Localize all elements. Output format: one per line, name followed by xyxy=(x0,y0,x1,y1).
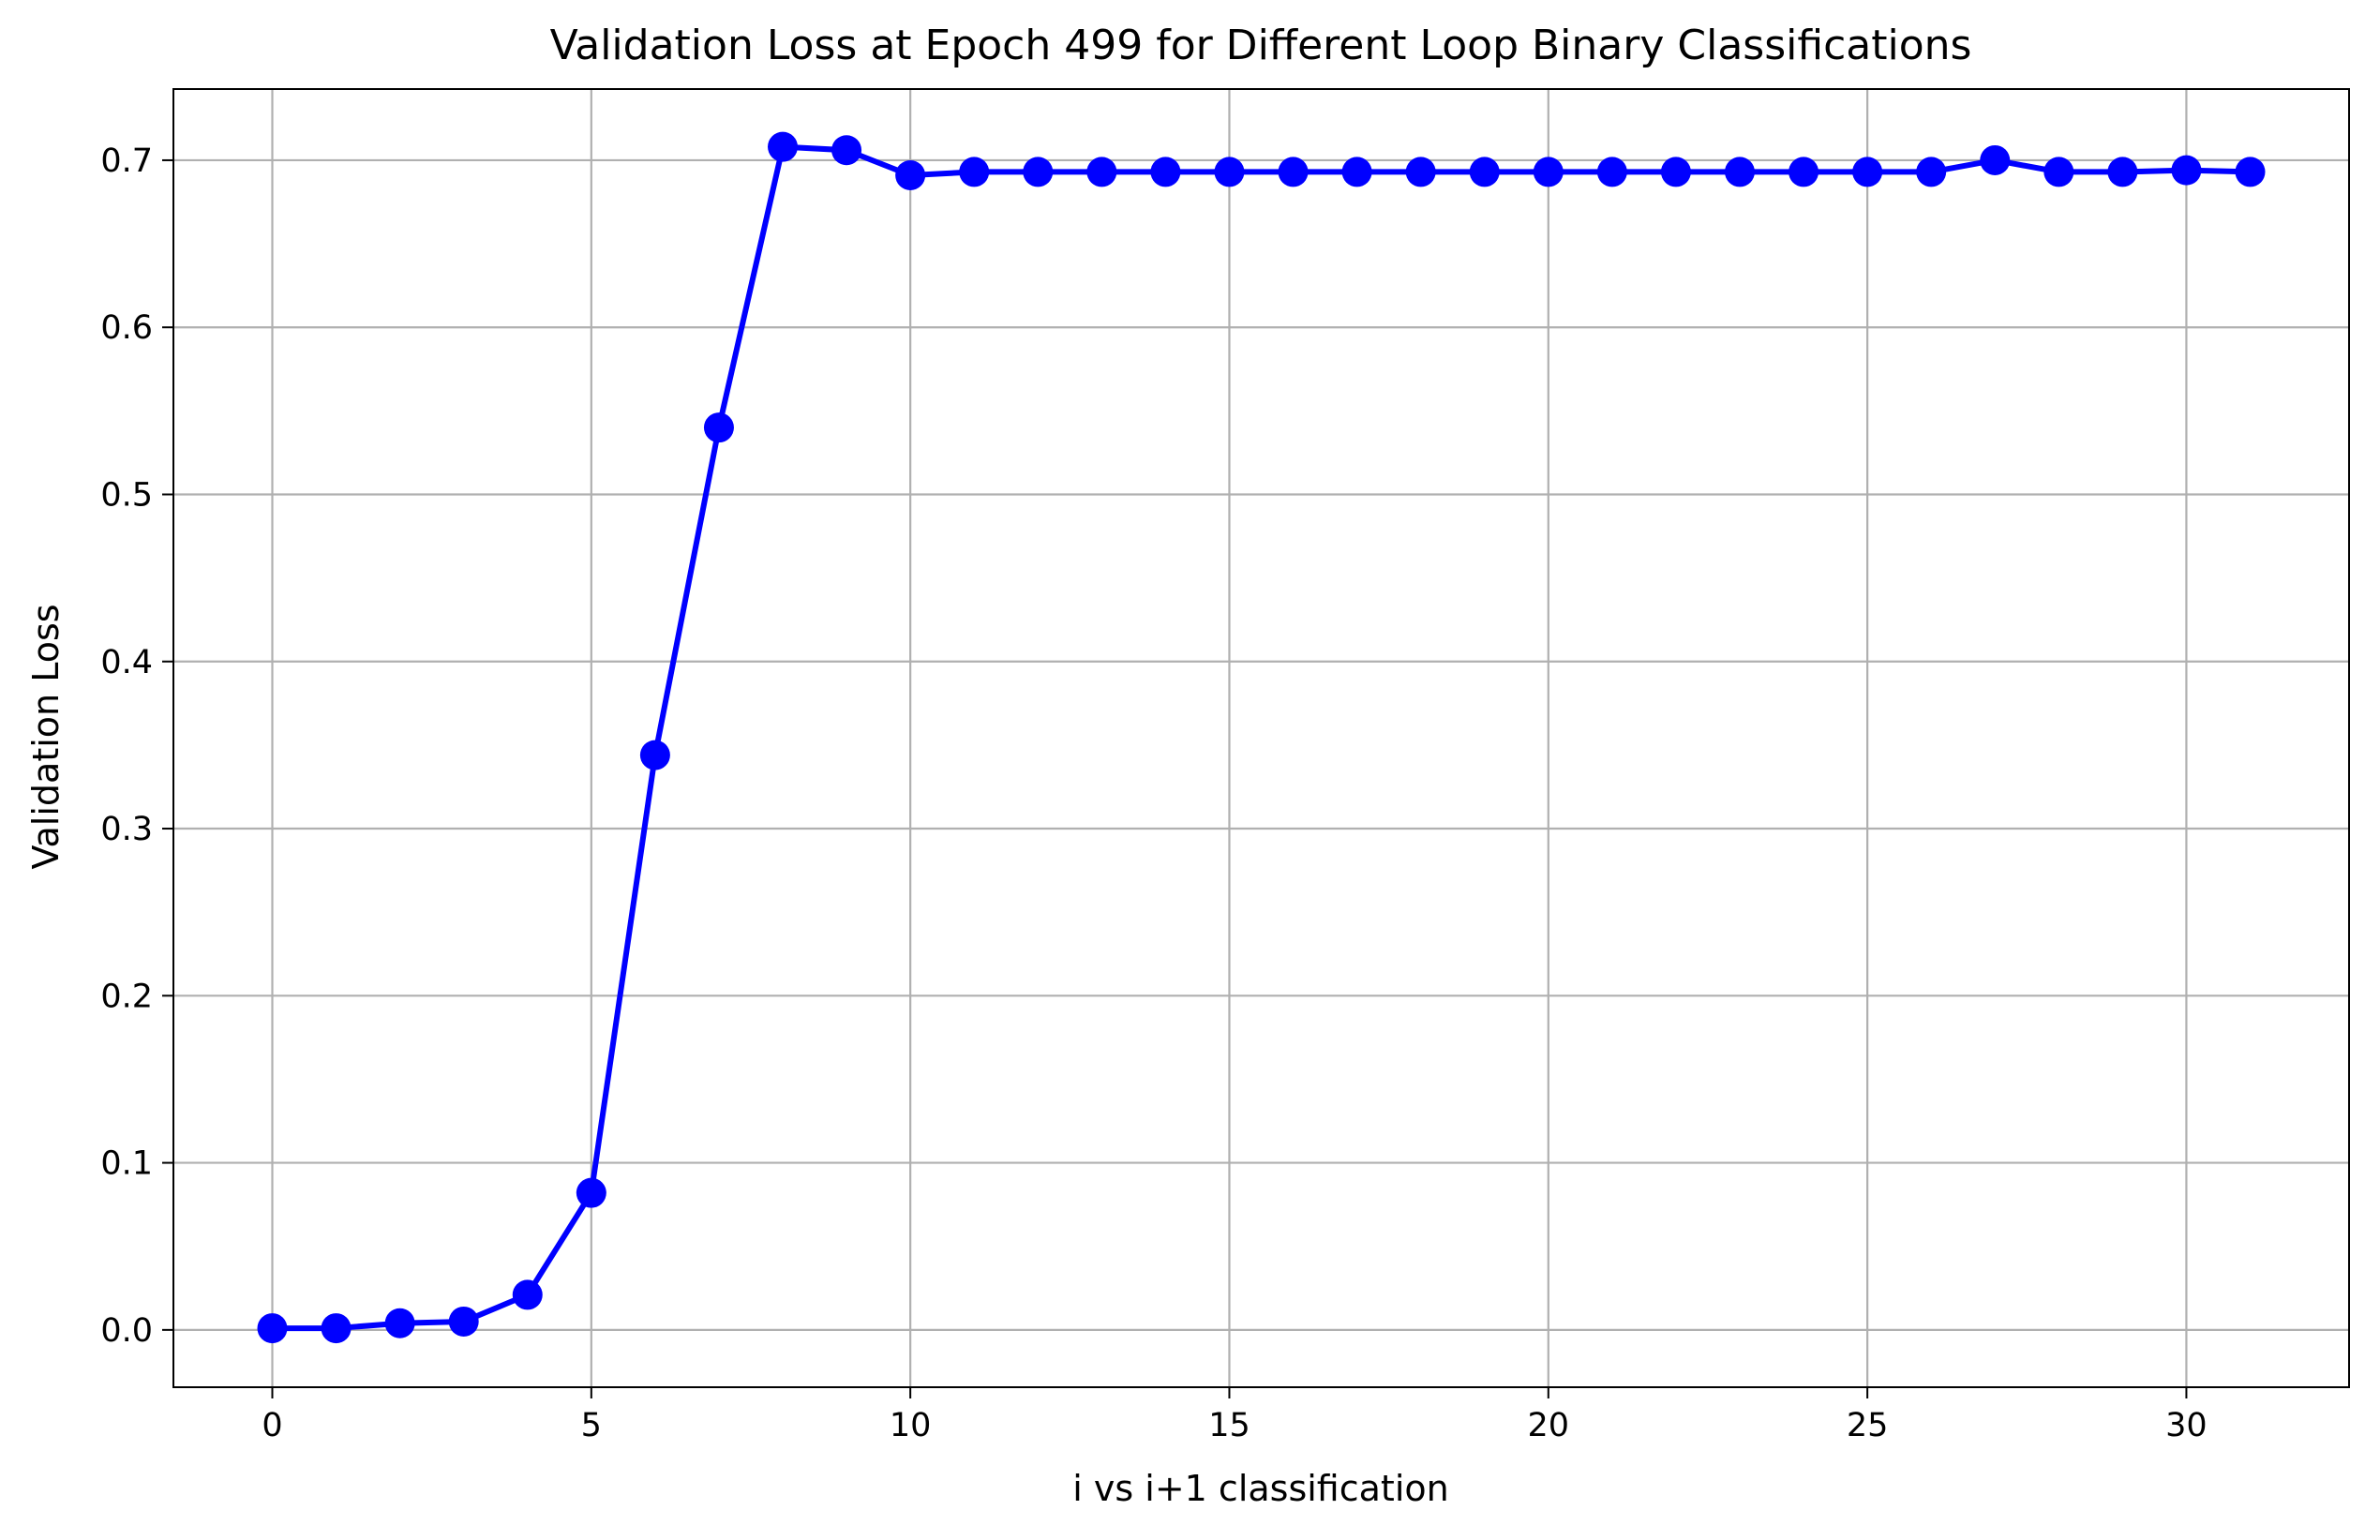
x-tick-label: 5 xyxy=(581,1407,602,1444)
data-point xyxy=(384,1308,415,1338)
data-point xyxy=(639,740,670,770)
y-tick-label: 0.6 xyxy=(100,309,153,347)
series-marker-layer xyxy=(257,131,2266,1344)
data-point xyxy=(1278,157,1309,187)
x-tick-label: 0 xyxy=(262,1407,282,1444)
data-point xyxy=(2171,155,2202,186)
data-point xyxy=(1724,157,1755,187)
data-point xyxy=(959,157,990,187)
data-point xyxy=(1533,157,1564,187)
data-point xyxy=(257,1313,288,1344)
x-tick-label: 10 xyxy=(890,1407,932,1444)
data-point xyxy=(1341,157,1372,187)
data-point xyxy=(1023,157,1054,187)
data-point xyxy=(2043,157,2074,187)
axes-frame xyxy=(172,88,2350,1388)
x-tick-label: 20 xyxy=(1528,1407,1570,1444)
data-point xyxy=(1086,157,1117,187)
data-point xyxy=(1916,157,1947,187)
y-axis-ticks: 0.0 0.1 0.2 0.3 0.4 0.5 0.6 0.7 xyxy=(100,142,173,1350)
chart-title: Validation Loss at Epoch 499 for Differe… xyxy=(550,22,1972,69)
data-point xyxy=(768,131,799,162)
y-tick-label: 0.7 xyxy=(100,142,153,180)
data-point xyxy=(1596,157,1627,187)
data-point xyxy=(1469,157,1500,187)
grid xyxy=(173,89,2349,1387)
data-point xyxy=(321,1313,352,1344)
x-axis-ticks: 0 5 10 15 20 25 30 xyxy=(262,1387,2208,1444)
y-tick-label: 0.1 xyxy=(100,1145,153,1183)
y-tick-label: 0.2 xyxy=(100,978,153,1015)
x-tick-label: 30 xyxy=(2165,1407,2208,1444)
y-tick-label: 0.5 xyxy=(100,476,153,514)
data-point xyxy=(576,1177,606,1208)
data-point xyxy=(512,1279,543,1310)
x-tick-label: 15 xyxy=(1208,1407,1250,1444)
y-axis-label: Validation Loss xyxy=(25,604,67,869)
y-tick-label: 0.3 xyxy=(100,811,153,848)
data-point xyxy=(703,412,734,443)
data-point xyxy=(2107,157,2138,187)
data-point xyxy=(1150,157,1181,187)
data-point xyxy=(831,135,862,166)
data-point xyxy=(448,1306,479,1337)
data-point xyxy=(1789,157,1819,187)
y-tick-label: 0.0 xyxy=(100,1312,153,1350)
data-point xyxy=(2235,157,2266,187)
data-point xyxy=(1660,157,1691,187)
y-tick-label: 0.4 xyxy=(100,644,153,681)
data-point xyxy=(1980,144,2011,175)
data-point xyxy=(1214,157,1245,187)
data-point xyxy=(895,159,926,190)
x-tick-label: 25 xyxy=(1847,1407,1889,1444)
x-axis-label: i vs i+1 classification xyxy=(1072,1468,1448,1509)
data-point xyxy=(1852,157,1883,187)
data-point xyxy=(1405,157,1436,187)
